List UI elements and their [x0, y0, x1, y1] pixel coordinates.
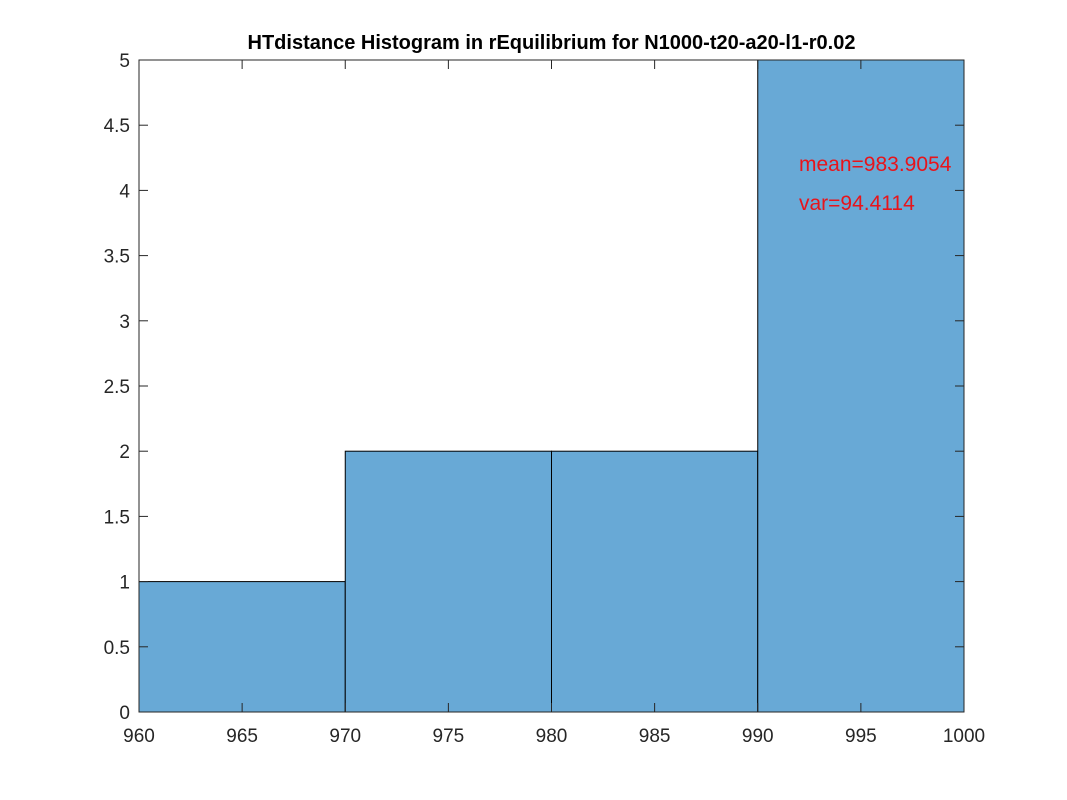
axes-layer: 960 965 970 975 980 985 990 995 1000 0 0.5 1 1.5 2 2.5… [104, 51, 986, 747]
y-tick-label: 5 [119, 51, 130, 72]
x-tick-label: 995 [845, 726, 877, 747]
x-tick-label: 965 [226, 726, 258, 747]
chart-title: HTdistance Histogram in rEquilibrium for… [248, 32, 856, 54]
x-tick-label: 970 [329, 726, 361, 747]
y-tick-label: 1 [119, 573, 130, 594]
y-tick-label: 4.5 [104, 116, 130, 137]
annotation-layer: mean=983.9054 var=94.4114 [799, 153, 952, 215]
annotation-text: mean=983.9054 [799, 153, 952, 176]
y-tick-label: 3.5 [104, 247, 130, 268]
x-tick-label: 985 [639, 726, 671, 747]
bars-layer [138, 59, 965, 713]
annotation-text: var=94.4114 [799, 192, 915, 215]
y-tick-label: 0 [119, 703, 130, 724]
x-tick-label: 975 [433, 726, 465, 747]
y-tick-label: 2 [119, 442, 130, 463]
histogram-bar [757, 59, 965, 713]
y-tick-label: 2.5 [104, 377, 130, 398]
x-tick-label: 960 [123, 726, 155, 747]
y-tick-label: 4 [119, 181, 130, 202]
histogram-bar [551, 450, 759, 713]
x-tick-label: 980 [536, 726, 568, 747]
y-tick-label: 1.5 [104, 507, 130, 528]
y-tick-label: 3 [119, 312, 130, 333]
histogram-bar [344, 450, 552, 713]
x-tick-label: 990 [742, 726, 774, 747]
histogram-bar [138, 581, 346, 713]
y-tick-label: 0.5 [104, 638, 130, 659]
x-tick-label: 1000 [943, 726, 985, 747]
